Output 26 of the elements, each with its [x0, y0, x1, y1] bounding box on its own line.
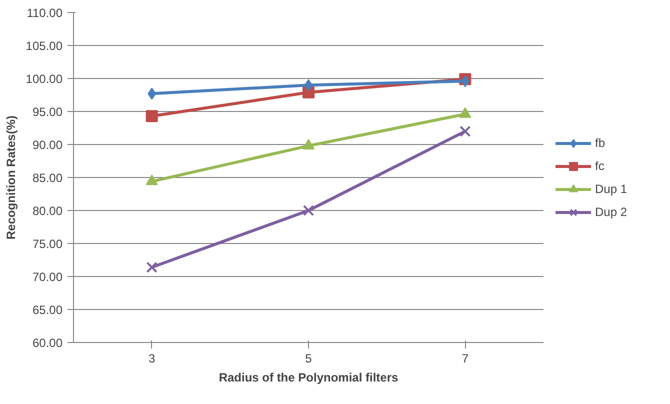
- y-tick-label: 110.00: [26, 6, 63, 20]
- point: [146, 174, 158, 186]
- point: [460, 126, 471, 137]
- y-tick-label: 70.00: [32, 270, 63, 284]
- point: [146, 262, 158, 273]
- x-tick-label: 3: [148, 352, 156, 366]
- y-tick-label: 85.00: [32, 171, 63, 185]
- x-tick-label: 5: [305, 352, 312, 366]
- y-tick-label: 80.00: [32, 204, 63, 218]
- legend-label: Dup 1: [595, 182, 628, 196]
- legend-label: Dup 2: [595, 205, 628, 219]
- y-tick-label: 90.00: [32, 138, 63, 152]
- point: [146, 110, 158, 122]
- y-tick-label: 100.00: [26, 72, 63, 86]
- y-tick-label: 60.00: [32, 336, 63, 350]
- y-tick-label: 75.00: [32, 237, 63, 251]
- point: [302, 204, 314, 216]
- legend-label: fc: [595, 159, 606, 173]
- point: [304, 79, 313, 92]
- y-tick-label: 65.00: [32, 303, 63, 317]
- legend-label: fb: [595, 136, 606, 150]
- y-tick-label: 105.00: [26, 39, 63, 53]
- x-tick-label: 7: [462, 352, 469, 366]
- x-axis-title: Radius of the Polynomial filters: [218, 370, 399, 384]
- y-tick-label: 95.00: [32, 105, 63, 119]
- y-axis-title: Recognition Rates(%): [4, 115, 18, 240]
